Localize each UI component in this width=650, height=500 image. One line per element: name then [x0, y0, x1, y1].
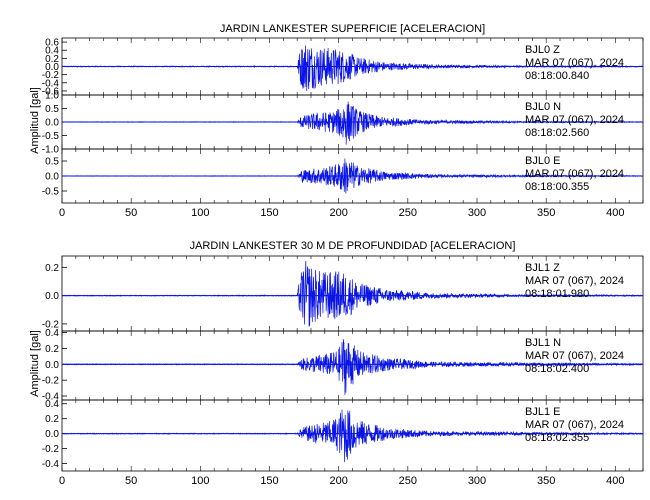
x-tick-label: 400	[606, 207, 624, 219]
y-tick-label: 0.0	[45, 360, 59, 371]
y-axis-label: Amplitud [gal]	[29, 87, 41, 154]
time-label: 08:18:02.400	[525, 363, 589, 375]
station-label: BJL1 Z	[525, 262, 560, 274]
x-tick-label: 150	[260, 475, 278, 487]
y-tick-label: 0.2	[45, 414, 59, 425]
station-label: BJL1 E	[525, 406, 560, 418]
time-label: 08:18:02.560	[525, 127, 589, 139]
station-label: BJL1 N	[525, 337, 561, 349]
date-label: MAR 07 (067), 2024	[525, 114, 624, 126]
y-tick-label: 0.5	[45, 157, 59, 168]
y-tick-label: -0.2	[42, 319, 60, 330]
y-tick-label: 0.6	[45, 38, 59, 49]
x-tick-label: 300	[468, 207, 486, 219]
x-tick-label: 0	[59, 207, 65, 219]
x-tick-label: 100	[191, 207, 209, 219]
y-tick-label: 0.2	[45, 54, 59, 65]
figure-1: JARDIN LANKESTER SUPERFICIE [ACELERACION…	[29, 23, 644, 219]
y-tick-label: 0.2	[45, 263, 59, 274]
y-tick-label: -1.0	[42, 145, 60, 156]
station-label: BJL0 N	[525, 101, 561, 113]
x-tick-label: 50	[125, 207, 137, 219]
time-label: 08:18:02.355	[525, 432, 589, 444]
y-tick-label: 0.2	[45, 344, 59, 355]
time-label: 08:18:01.980	[525, 288, 589, 300]
y-tick-label: -0.2	[42, 376, 60, 387]
y-tick-label: 0.0	[45, 62, 59, 73]
y-tick-label: 0.0	[45, 291, 59, 302]
y-tick-label: -0.4	[42, 78, 60, 89]
time-label: 08:18:00.840	[525, 70, 589, 82]
figure-2: JARDIN LANKESTER 30 M DE PROFUNDIDAD [AC…	[29, 240, 644, 487]
y-tick-label: 1.0	[45, 91, 59, 102]
x-tick-label: 400	[606, 475, 624, 487]
x-tick-label: 300	[468, 475, 486, 487]
x-tick-label: 250	[399, 207, 417, 219]
x-tick-label: 50	[125, 475, 137, 487]
y-tick-label: 0.4	[45, 328, 59, 339]
y-tick-label: -0.6	[42, 86, 60, 97]
y-tick-label: 0.4	[45, 46, 59, 57]
date-label: MAR 07 (067), 2024	[525, 350, 624, 362]
y-tick-label: -0.5	[42, 187, 60, 198]
y-tick-label: -0.2	[42, 70, 60, 81]
x-tick-label: 350	[537, 475, 555, 487]
y-tick-label: 0.0	[45, 172, 59, 183]
y-axis-label: Amplitud [gal]	[29, 330, 41, 397]
station-label: BJL0 Z	[525, 44, 560, 56]
x-tick-label: 350	[537, 207, 555, 219]
y-tick-label: -0.2	[42, 444, 60, 455]
y-tick-label: 0.0	[45, 429, 59, 440]
y-tick-label: 0.5	[45, 104, 59, 115]
x-tick-label: 200	[329, 475, 347, 487]
x-tick-label: 0	[59, 475, 65, 487]
date-label: MAR 07 (067), 2024	[525, 57, 624, 69]
date-label: MAR 07 (067), 2024	[525, 168, 624, 180]
date-label: MAR 07 (067), 2024	[525, 419, 624, 431]
x-tick-label: 100	[191, 475, 209, 487]
x-tick-label: 250	[399, 475, 417, 487]
date-label: MAR 07 (067), 2024	[525, 275, 624, 287]
y-tick-label: -0.4	[42, 459, 60, 470]
x-tick-label: 200	[329, 207, 347, 219]
y-tick-label: 0.0	[45, 118, 59, 129]
time-label: 08:18:00.355	[525, 181, 589, 193]
chart-title: JARDIN LANKESTER 30 M DE PROFUNDIDAD [AC…	[190, 240, 516, 252]
y-tick-label: -0.4	[42, 392, 60, 403]
x-tick-label: 150	[260, 207, 278, 219]
chart-title: JARDIN LANKESTER SUPERFICIE [ACELERACION…	[220, 23, 485, 35]
y-tick-label: -0.5	[42, 131, 60, 142]
station-label: BJL0 E	[525, 155, 560, 167]
y-tick-label: 0.4	[45, 399, 59, 410]
